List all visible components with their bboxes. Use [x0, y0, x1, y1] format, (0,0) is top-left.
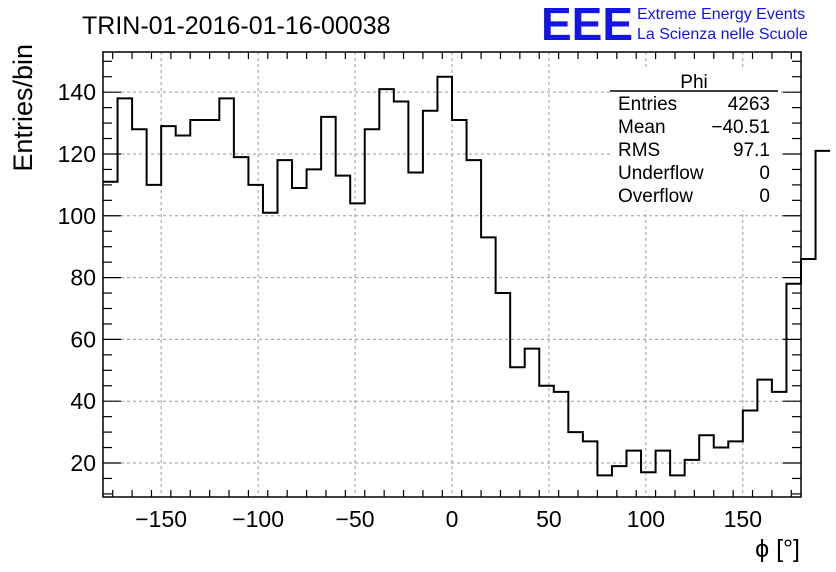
y-axis-label: Entries/bin [8, 44, 38, 172]
histogram-line [103, 75, 831, 477]
stats-row-value: 97.1 [733, 140, 770, 161]
y-tick-label: 140 [58, 79, 96, 105]
y-tick-label: 100 [58, 203, 96, 229]
stats-row-value: 0 [759, 186, 770, 207]
x-tick-label: 100 [627, 506, 665, 532]
x-tick-label: −100 [232, 506, 284, 532]
y-tick-label: 120 [58, 141, 96, 167]
x-axis-label: ϕ [°] [755, 535, 800, 563]
stats-box: Phi Entries 4263 Mean −40.51 RMS 97.1 Underflo… [610, 68, 778, 210]
axis-ticks [103, 52, 801, 497]
x-tick-label: −50 [336, 506, 375, 532]
y-tick-label: 80 [70, 265, 96, 291]
eee-logo-mark: EEE [541, 0, 633, 50]
plot-frame [102, 51, 802, 498]
stats-box-rows: Entries 4263 Mean −40.51 RMS 97.1 Underflow 0 Ov… [618, 94, 770, 207]
stats-row-value: 4263 [728, 94, 770, 115]
x-tick-label: 150 [724, 506, 762, 532]
stats-box-title: Phi [680, 72, 707, 93]
stats-row-label: Mean [618, 117, 666, 138]
histogram-series [103, 75, 831, 477]
x-tick-label: −150 [135, 506, 187, 532]
chart-title: TRIN-01-2016-01-16-00038 [82, 12, 391, 40]
logo-line-1: Extreme Energy Events [637, 6, 805, 23]
eee-logo: EEE Extreme Energy Events La Scienza nel… [541, 0, 808, 50]
x-tick-label: 0 [446, 506, 459, 532]
stats-row-label: Underflow [618, 163, 704, 184]
stats-row-label: Entries [618, 94, 677, 115]
y-axis-tick-labels: 20 40 60 80 100 120 140 [58, 79, 96, 476]
y-tick-label: 20 [70, 450, 96, 476]
y-tick-label: 60 [70, 326, 96, 352]
x-axis-tick-labels: −150 −100 −50 0 50 100 150 [135, 506, 762, 532]
x-tick-label: 50 [536, 506, 562, 532]
plot-frame-rect [102, 51, 802, 498]
logo-line-2: La Scienza nelle Scuole [637, 26, 808, 43]
stats-row-value: −40.51 [711, 117, 770, 138]
stats-row-value: 0 [759, 163, 770, 184]
y-tick-label: 40 [70, 388, 96, 414]
stats-row-label: Overflow [618, 186, 693, 207]
stats-row-label: RMS [618, 140, 660, 161]
